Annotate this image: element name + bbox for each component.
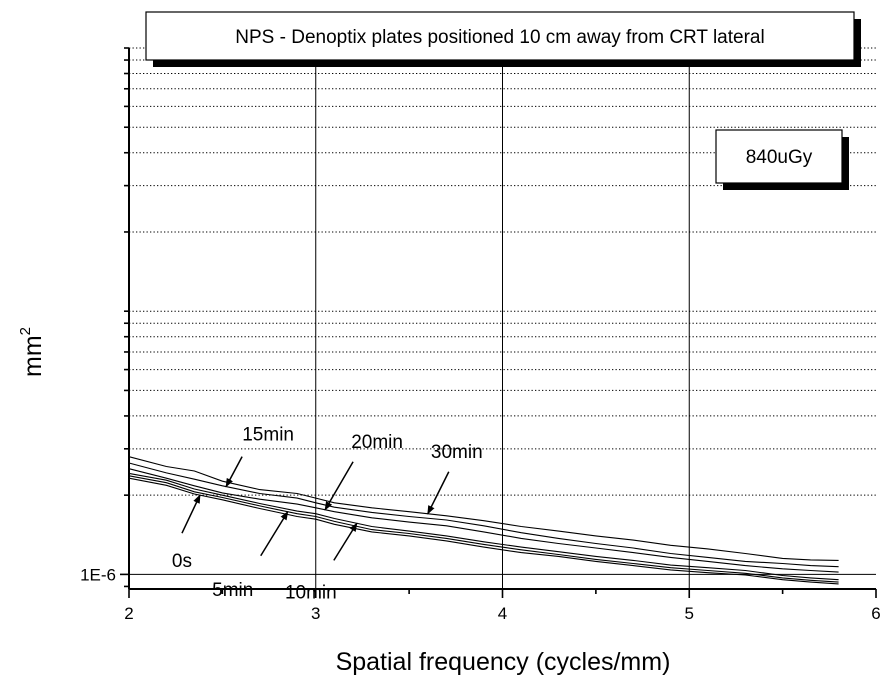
axis-layer: 2 3 4 5 6 1E-6 [80,47,881,623]
x-tick-label: 4 [498,604,507,623]
x-tick-label: 6 [871,604,880,623]
series-line-30min [128,456,839,561]
series-layer [128,456,839,585]
y-axis-title: mm [19,335,47,377]
y-tick-label: 1E-6 [80,565,116,584]
svg-text:mm2: mm2 [17,327,47,377]
dose-label: 840uGy [746,147,813,168]
annotation-label: 30min [431,442,483,463]
series-line-20min [128,468,839,573]
annotation-arrow [260,510,289,557]
chart-title: NPS - Denoptix plates positioned 10 cm a… [235,27,764,48]
x-tick-label: 5 [685,604,694,623]
series-line-0s [128,477,839,585]
annotation-label: 0s [172,551,192,572]
series-line-5min [128,475,839,583]
y-axis-title-group: mm2 [17,327,47,377]
annotation-label: 5min [212,580,253,601]
x-tick-label: 2 [124,604,133,623]
dose-box: 840uGy [715,129,849,190]
annotation-arrow [427,471,450,515]
annotation-arrow [333,522,358,561]
x-axis-title: Spatial frequency (cycles/mm) [336,648,671,676]
series-line-15min [128,462,839,568]
title-box: NPS - Denoptix plates positioned 10 cm a… [145,11,861,67]
series-line-10min [128,472,839,581]
x-tick-label: 3 [311,604,320,623]
y-axis-title-superscript: 2 [17,327,34,335]
annotation-arrow [225,456,243,488]
annotation-label: 20min [351,432,403,453]
annotation-layer: 0s 5min 10min 15min 20min 30min [172,425,483,604]
annotation-arrow [181,494,201,534]
annotation-arrow [324,461,354,511]
annotation-label: 15min [242,425,294,446]
grid-layer [129,47,876,589]
annotation-label: 10min [285,582,337,603]
